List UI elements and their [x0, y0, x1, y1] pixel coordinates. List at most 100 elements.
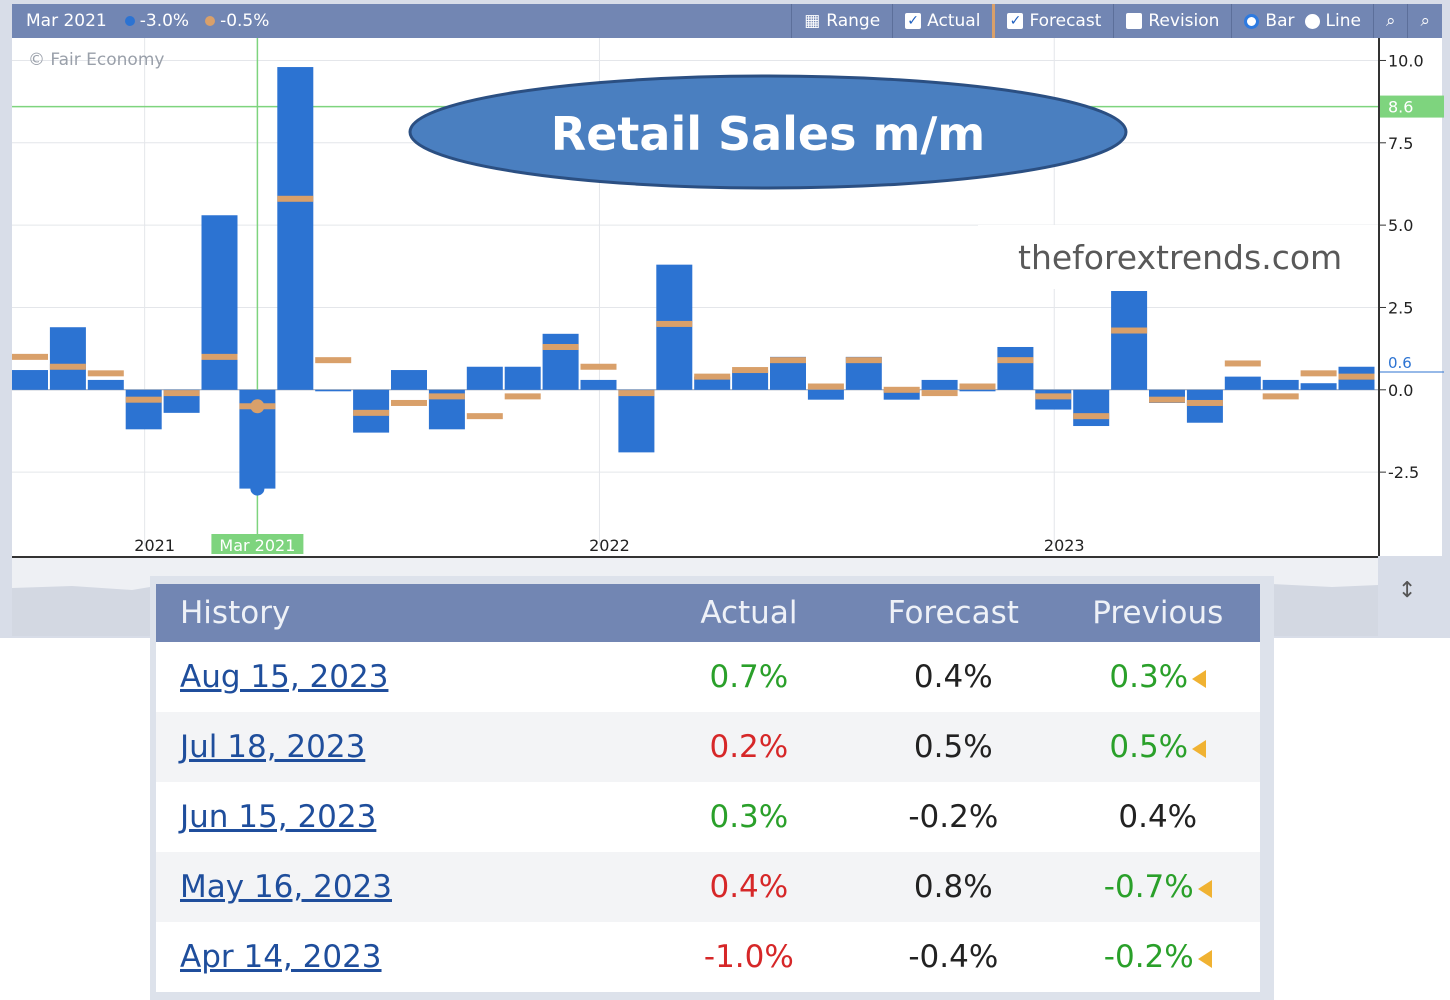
chart-title: Retail Sales m/m: [551, 107, 985, 161]
date-cell: Apr 14, 2023: [156, 922, 647, 992]
forecast-marker: [997, 357, 1034, 364]
actual-bar: [466, 366, 503, 390]
previous-value: 0.3%: [1109, 659, 1189, 695]
forecast-marker: [201, 353, 238, 360]
forecast-marker: [163, 390, 200, 397]
forecast-header: Forecast: [851, 584, 1056, 642]
table-header-row: History Actual Forecast Previous: [156, 584, 1260, 642]
chart-plot-area[interactable]: 2021 2022 2023 Mar 2021 © Fair Economy Retail…: [12, 38, 1378, 556]
checkbox-checked-icon: ✓: [1007, 13, 1024, 29]
actual-bar: [580, 379, 617, 390]
current-value-label: 0.6: [1388, 354, 1412, 372]
y-tick-label: 5.0: [1388, 216, 1413, 235]
forecast-marker: [542, 343, 579, 350]
forecast-readout: -0.5%: [220, 11, 270, 31]
watermark: theforextrends.com: [978, 225, 1378, 289]
previous-header: Previous: [1055, 584, 1260, 642]
forecast-marker: [1262, 393, 1299, 400]
forecast-marker: [87, 370, 124, 377]
date-link[interactable]: Aug 15, 2023: [180, 659, 389, 695]
forecast-marker: [1035, 393, 1072, 400]
previous-cell: 0.5%: [1055, 712, 1260, 782]
actual-bar: [618, 389, 655, 453]
max-value-badge: [1380, 95, 1444, 118]
revised-indicator-icon[interactable]: [1197, 879, 1212, 898]
forecast-checkbox[interactable]: ✓ Forecast: [995, 4, 1113, 38]
actual-checkbox[interactable]: ✓ Actual: [892, 4, 992, 38]
table-row: Jul 18, 2023 0.2% 0.5% 0.5%: [156, 712, 1260, 782]
y-axis-svg: -2.5 0.0 2.5 5.0 7.5 10.0 8.6 0.6: [1380, 51, 1444, 482]
forecast-marker: [807, 383, 844, 390]
forecast-marker: [12, 353, 48, 360]
actual-bar: [694, 376, 731, 390]
revised-indicator-icon[interactable]: [1192, 669, 1207, 688]
revised-indicator-icon[interactable]: [1192, 739, 1207, 758]
range-label: Range: [826, 11, 881, 31]
actual-header: Actual: [646, 584, 852, 642]
history-table: History Actual Forecast Previous Aug 15,…: [156, 584, 1260, 992]
magnifier-icon: ⌕: [1385, 11, 1396, 31]
date-link[interactable]: Apr 14, 2023: [180, 939, 382, 975]
forecast-marker: [921, 390, 958, 397]
forecast-marker: [49, 363, 86, 370]
actual-cell: 0.2%: [646, 712, 852, 782]
actual-bar: [391, 370, 427, 390]
forecast-marker: [125, 396, 162, 403]
history-header: History: [156, 584, 647, 642]
date-link[interactable]: Jul 18, 2023: [180, 729, 366, 765]
zoom-in-button[interactable]: ⌕: [1372, 4, 1408, 38]
range-button[interactable]: ▦ Range: [791, 4, 892, 38]
radio-selected-icon: [1244, 13, 1260, 29]
previous-value: -0.2%: [1103, 939, 1194, 975]
forecast-readout-item: -0.5%: [205, 11, 269, 31]
date-cell: May 16, 2023: [156, 852, 647, 922]
actual-bar: [921, 379, 958, 390]
actual-bar: [656, 264, 693, 390]
actual-bar: [12, 370, 48, 390]
checkbox-unchecked-icon: [1126, 13, 1143, 29]
zoom-out-button[interactable]: ⌕: [1407, 4, 1442, 38]
y-tick-label: 10.0: [1388, 51, 1424, 70]
history-panel: History Actual Forecast Previous Aug 15,…: [150, 576, 1274, 1000]
previous-cell: -0.2%: [1055, 922, 1260, 992]
actual-bar: [1300, 383, 1337, 390]
forecast-marker: [1338, 373, 1375, 380]
date-cell: Jul 18, 2023: [156, 712, 647, 782]
forecast-marker: [315, 357, 352, 364]
title-ellipse: [408, 74, 1128, 190]
y-tick-label: 2.5: [1388, 298, 1413, 317]
forecast-marker: [1186, 399, 1223, 406]
forecast-marker: [770, 357, 806, 364]
forecast-marker: [1111, 327, 1148, 334]
actual-hover-marker: [250, 481, 265, 496]
forecast-marker: [1149, 396, 1185, 403]
previous-value: -0.7%: [1103, 869, 1194, 905]
actual-bar: [1111, 291, 1148, 390]
resize-arrows-icon[interactable]: ↕: [1398, 578, 1417, 603]
chart-widget: Mar 2021 -3.0% -0.5% ▦ Range ✓ Actual ✓ …: [0, 0, 1450, 638]
actual-bar: [277, 67, 314, 390]
revision-checkbox[interactable]: Revision: [1113, 4, 1231, 38]
forecast-cell: 0.5%: [851, 712, 1056, 782]
table-row: May 16, 2023 0.4% 0.8% -0.7%: [156, 852, 1260, 922]
selected-period: Mar 2021: [26, 11, 107, 31]
actual-readout-item: -3.0%: [124, 11, 189, 31]
y-tick-label: 7.5: [1388, 134, 1413, 153]
date-cell: Aug 15, 2023: [156, 642, 647, 712]
revised-indicator-icon[interactable]: [1197, 949, 1212, 968]
actual-bar: [997, 346, 1034, 390]
date-link[interactable]: May 16, 2023: [180, 869, 392, 905]
actual-bar: [1073, 389, 1110, 427]
forecast-marker: [694, 373, 731, 380]
revision-checkbox-label: Revision: [1148, 11, 1220, 31]
actual-cell: -1.0%: [646, 922, 852, 992]
line-radio[interactable]: Line: [1301, 4, 1373, 38]
actual-bar: [1186, 389, 1223, 423]
date-link[interactable]: Jun 15, 2023: [180, 799, 377, 835]
forecast-marker: [466, 413, 503, 420]
forecast-marker: [391, 399, 427, 406]
x-tick-label: 2021: [134, 536, 175, 555]
bar-radio[interactable]: Bar: [1231, 4, 1300, 38]
actual-bar: [125, 389, 162, 430]
calendar-icon: ▦: [804, 11, 821, 31]
